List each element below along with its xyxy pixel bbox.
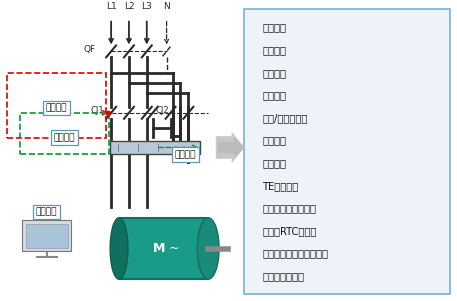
Bar <box>244 9 450 293</box>
Text: 就地显示: 就地显示 <box>36 207 58 216</box>
Text: CJ1: CJ1 <box>90 106 104 115</box>
Text: 保护控制: 保护控制 <box>46 103 67 112</box>
Bar <box>110 141 200 154</box>
Bar <box>22 220 71 251</box>
Text: M: M <box>153 242 165 255</box>
Text: 欠载保护: 欠载保护 <box>262 90 286 101</box>
Text: 外部故障等保护: 外部故障等保护 <box>262 271 304 281</box>
Text: L3: L3 <box>141 2 152 11</box>
Text: 堵转保护: 堵转保护 <box>262 45 286 55</box>
Text: 状态监视: 状态监视 <box>54 133 75 142</box>
Bar <box>26 224 68 247</box>
Text: QF: QF <box>83 45 95 54</box>
Text: CJ2: CJ2 <box>156 106 169 115</box>
Text: N: N <box>163 2 170 11</box>
Text: 漏电保护: 漏电保护 <box>262 158 286 168</box>
Text: 断相/不平衡保护: 断相/不平衡保护 <box>262 113 308 123</box>
Text: TE时间保护: TE时间保护 <box>262 181 298 191</box>
Text: 失压（晃电）再起动技术: 失压（晃电）再起动技术 <box>262 248 328 258</box>
Text: 短路保护: 短路保护 <box>262 23 286 33</box>
Text: 现场操作: 现场操作 <box>175 150 196 159</box>
Text: 接地保护: 接地保护 <box>262 135 286 146</box>
FancyArrow shape <box>216 133 244 162</box>
Polygon shape <box>119 218 208 279</box>
Ellipse shape <box>110 218 128 279</box>
Text: 温度（RTC）保护: 温度（RTC）保护 <box>262 226 317 236</box>
Ellipse shape <box>197 218 219 279</box>
Text: 过载保护: 过载保护 <box>262 68 286 78</box>
Text: 欠电压和过电压保护: 欠电压和过电压保护 <box>262 203 316 213</box>
Text: ~: ~ <box>168 242 179 255</box>
Text: L1: L1 <box>106 2 117 11</box>
Text: L2: L2 <box>124 2 134 11</box>
